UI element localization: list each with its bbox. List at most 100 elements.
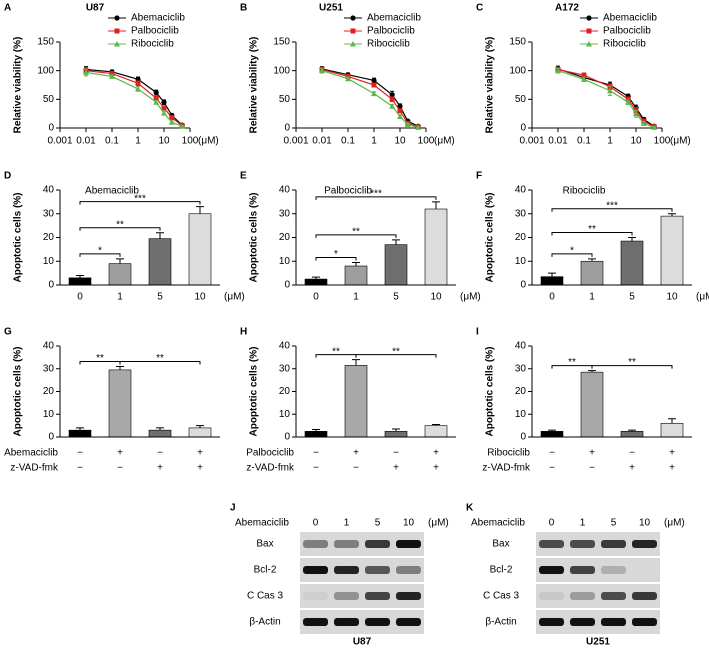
marker	[168, 119, 175, 125]
significance-label: *	[334, 249, 338, 260]
legend-label: Ribociclib	[131, 39, 174, 50]
x-tick-label: 1	[353, 292, 359, 303]
blot-band	[632, 592, 657, 600]
significance-bracket	[79, 253, 121, 257]
blot-band	[396, 540, 421, 548]
marker	[586, 28, 592, 34]
treatment-label: Abemaciclib	[235, 518, 289, 529]
y-tick-label: 10	[43, 409, 55, 420]
marker	[169, 115, 175, 121]
bar	[344, 265, 368, 286]
blot-band	[632, 540, 657, 548]
lane-label: 10	[639, 518, 651, 529]
x-tick-label: 100	[182, 136, 199, 147]
blot-band	[303, 566, 328, 574]
x-tick-label: 1	[135, 136, 141, 147]
y-tick-label: 40	[279, 185, 291, 196]
x-tick-label: 0.01	[548, 136, 568, 147]
x-tick-label: 0.001	[47, 136, 72, 147]
condition-sign: −	[77, 448, 83, 459]
x-tick-label: 1	[117, 292, 123, 303]
chart-subtitle: Abemaciclib	[85, 186, 139, 197]
x-tick-label: 0.001	[519, 136, 544, 147]
blot-band	[539, 566, 564, 574]
marker	[350, 15, 356, 21]
significance-bracket	[551, 208, 673, 212]
error-bar	[432, 201, 440, 209]
condition-sign: −	[157, 448, 163, 459]
x-tick-label: 0.01	[76, 136, 96, 147]
blot-band	[539, 592, 564, 600]
unit-label: (μM)	[664, 518, 685, 529]
condition-name: Ribociclib	[487, 448, 530, 459]
marker	[135, 80, 141, 86]
bar	[620, 431, 644, 438]
y-tick-label: 10	[43, 256, 55, 267]
error-bar	[196, 425, 204, 428]
marker	[397, 103, 403, 109]
bar	[344, 365, 368, 438]
significance-label: ***	[370, 189, 382, 200]
blot-band	[303, 618, 328, 626]
error-bar	[668, 213, 676, 217]
blot-band	[601, 566, 626, 574]
x-tick-label: 100	[418, 136, 435, 147]
x-tick-label: 0.1	[577, 136, 591, 147]
condition-sign: +	[157, 463, 163, 474]
condition-sign: −	[117, 463, 123, 474]
bar	[540, 276, 564, 286]
error-bar	[156, 232, 164, 239]
significance-label: **	[392, 346, 400, 357]
marker	[581, 76, 587, 82]
y-tick-label: 40	[43, 341, 55, 352]
condition-sign: −	[629, 448, 635, 459]
y-tick-label: 150	[509, 37, 526, 48]
error-bar	[312, 276, 320, 280]
x-tick-label: 1	[371, 136, 377, 147]
row-label: C Cas 3	[247, 591, 284, 602]
significance-bracket	[551, 232, 633, 236]
marker	[319, 67, 325, 74]
y-tick-label: 50	[279, 94, 291, 105]
chart-title: A172	[555, 3, 579, 14]
x-axis-label: (μM)	[460, 292, 481, 303]
marker	[581, 72, 587, 78]
marker	[625, 99, 632, 105]
series-line	[557, 70, 655, 128]
y-tick-label: 10	[279, 409, 291, 420]
lane-label: 0	[313, 518, 319, 529]
row-label: Bcl-2	[254, 565, 277, 576]
y-tick-label: 10	[279, 256, 291, 267]
error-bar	[76, 427, 84, 431]
significance-bracket	[79, 227, 161, 231]
significance-label: *	[570, 246, 574, 257]
marker	[345, 75, 351, 82]
y-tick-label: 0	[284, 280, 290, 291]
legend-label: Abemaciclib	[131, 13, 185, 24]
significance-label: ***	[606, 200, 618, 211]
condition-sign: −	[313, 463, 319, 474]
blot-band	[601, 618, 626, 626]
y-tick-label: 30	[43, 208, 55, 219]
row-label: Bax	[256, 539, 273, 550]
x-tick-label: 0	[77, 292, 83, 303]
panel-letter: G	[4, 327, 12, 338]
x-tick-label: 100	[654, 136, 671, 147]
blot-band	[601, 592, 626, 600]
blot-band	[396, 566, 421, 574]
bar	[580, 371, 604, 438]
blot-band	[334, 618, 359, 626]
x-tick-label: 10	[430, 292, 442, 303]
x-tick-label: 1	[607, 136, 613, 147]
x-tick-label: 0	[313, 292, 319, 303]
legend-label: Palbociclib	[603, 26, 651, 37]
condition-sign: −	[77, 463, 83, 474]
blot-band	[570, 618, 595, 626]
y-tick-label: 30	[279, 208, 291, 219]
error-bar	[312, 428, 320, 432]
lane-label: 0	[549, 518, 555, 529]
marker	[350, 28, 356, 34]
cell-line-label: U251	[586, 637, 610, 648]
condition-sign: +	[669, 448, 675, 459]
significance-label: ***	[134, 193, 146, 204]
